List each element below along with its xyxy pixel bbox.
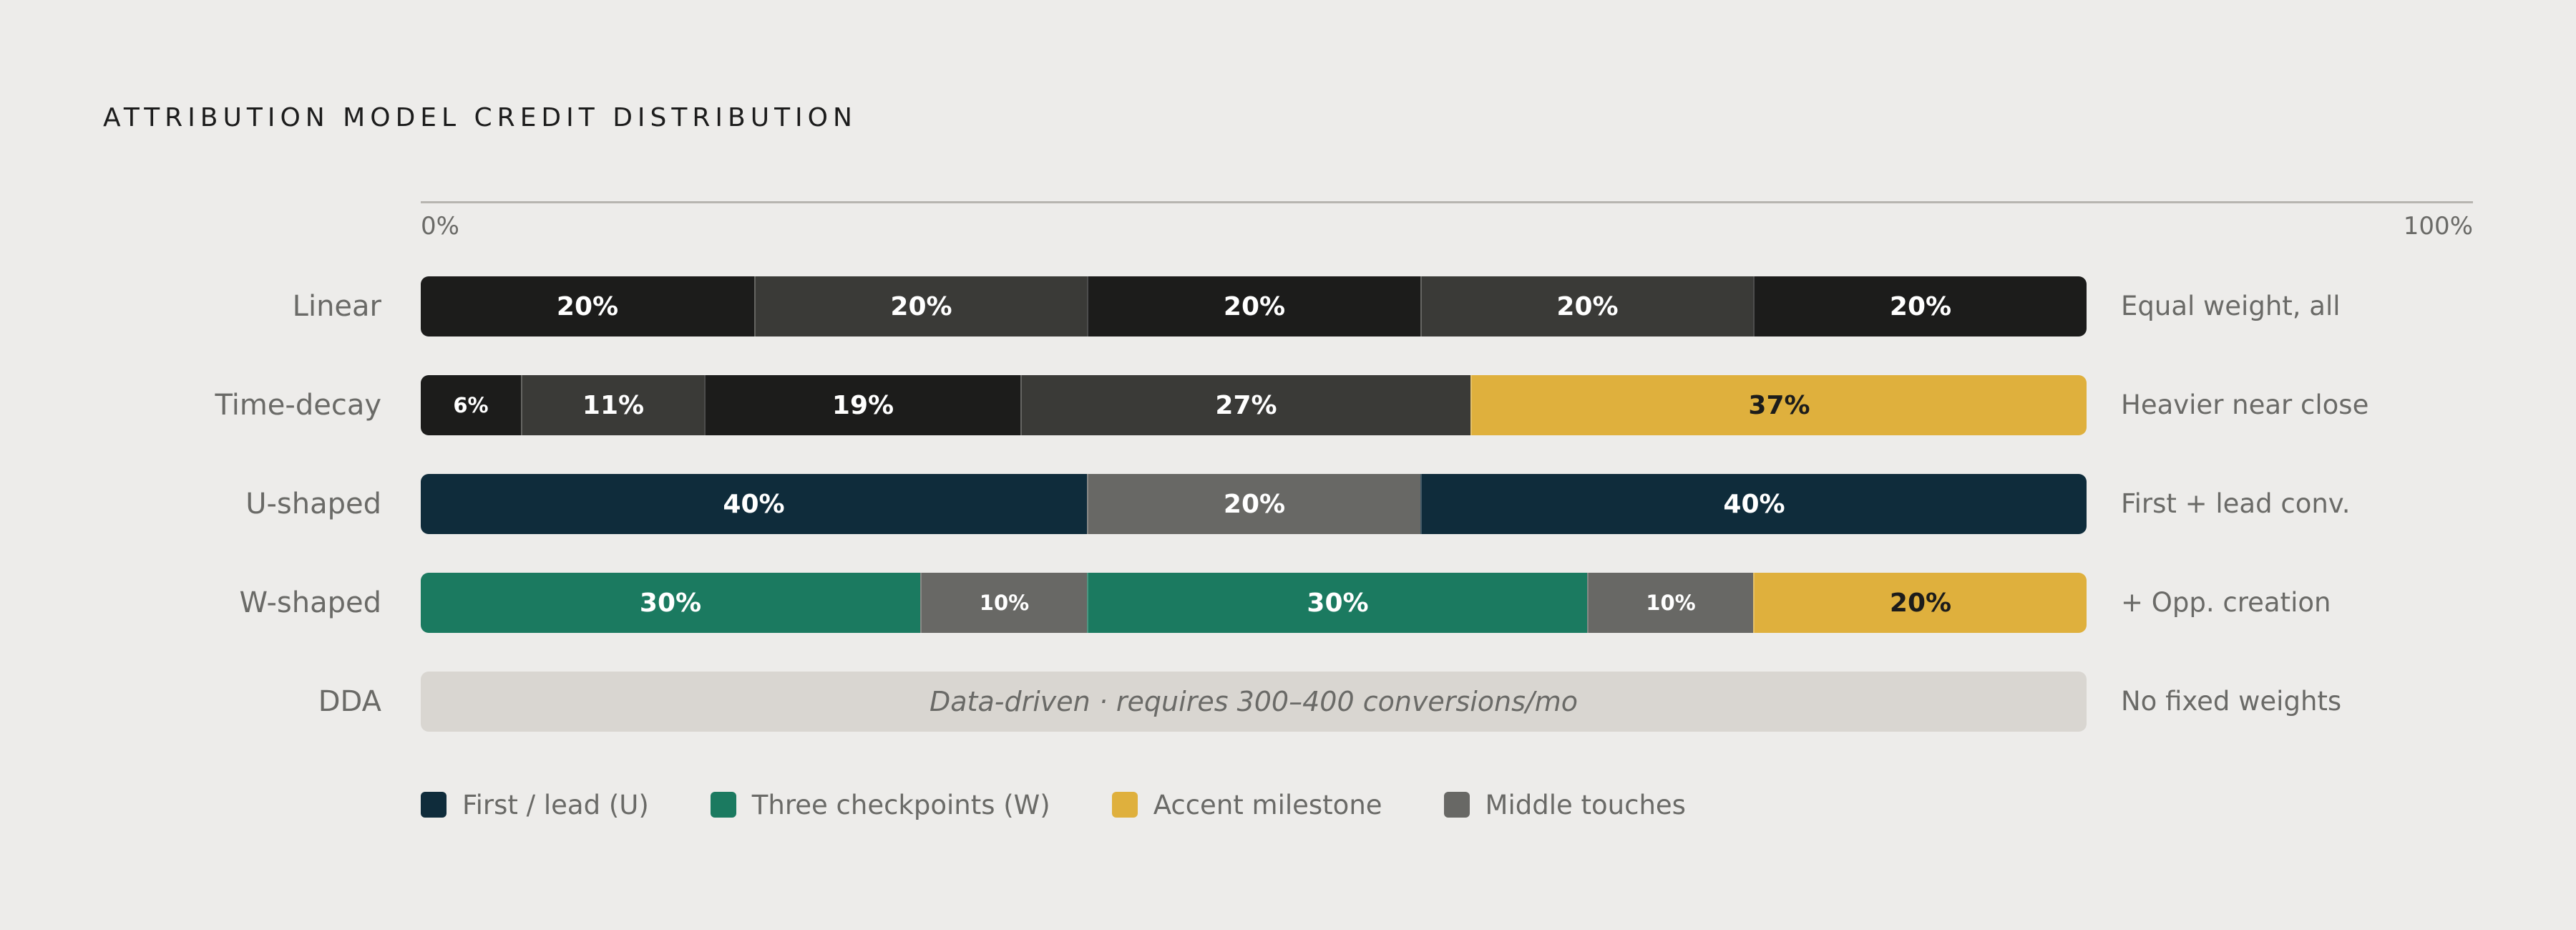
bar-segment: 40% [421,474,1087,534]
legend-label: Three checkpoints (W) [751,789,1050,820]
legend-item: Three checkpoints (W) [710,789,1050,820]
bar-segment: 20% [1087,276,1420,336]
legend-label: First / lead (U) [462,789,649,820]
axis-line [421,201,2473,203]
bar-segment: 10% [920,573,1087,633]
row-note-u-shaped: First + lead conv. [2121,488,2351,519]
bar-time-decay: 6% 11% 19% 27% 37% [421,375,2087,435]
bar-segment: 20% [1087,474,1420,534]
legend-label: Accent milestone [1153,789,1382,820]
row-label-linear: Linear [292,290,381,323]
bar-segment: 20% [754,276,1087,336]
row-label-w-shaped: W-shaped [239,586,381,619]
row-label-u-shaped: U-shaped [245,488,381,520]
legend-swatch [1111,792,1138,818]
legend-item: Middle touches [1443,789,1686,820]
bar-segment: 20% [421,276,754,336]
bar-linear: 20% 20% 20% 20% 20% [421,276,2087,336]
row-note-w-shaped: + Opp. creation [2121,587,2331,618]
bar-segment: 6% [421,375,521,435]
row-label-time-decay: Time-decay [215,389,382,422]
chart-title: ATTRIBUTION MODEL CREDIT DISTRIBUTION [103,103,857,132]
bar-segment: 30% [421,573,920,633]
bar-segment: 27% [1020,375,1470,435]
axis-max-label: 100% [2403,212,2473,241]
bar-segment: 11% [521,375,704,435]
row-label-dda: DDA [318,685,381,718]
bar-u-shaped: 40% 20% 40% [421,474,2087,534]
legend-swatch [421,792,447,818]
row-note-linear: Equal weight, all [2121,291,2341,321]
bar-placeholder-text: Data-driven · requires 300–400 conversio… [930,686,1578,717]
bar-segment: 30% [1087,573,1587,633]
bar-segment: 20% [1420,276,1753,336]
bar-segment: 37% [1470,375,2087,435]
bar-segment: 19% [704,375,1020,435]
legend-swatch [710,792,736,818]
legend-label: Middle touches [1485,789,1686,820]
legend-swatch [1443,792,1470,818]
bar-dda: Data-driven · requires 300–400 conversio… [421,672,2087,732]
bar-segment: 10% [1587,573,1753,633]
legend-item: Accent milestone [1111,789,1382,820]
legend: First / lead (U) Three checkpoints (W) Acc… [421,788,1747,822]
axis-min-label: 0% [421,212,459,241]
bar-segment: 20% [1753,276,2087,336]
legend-item: First / lead (U) [421,790,649,820]
row-note-dda: No fixed weights [2121,686,2342,717]
bar-segment: 20% [1753,573,2087,633]
row-note-time-decay: Heavier near close [2121,389,2369,420]
bar-w-shaped: 30% 10% 30% 10% 20% [421,573,2087,633]
bar-segment: 40% [1420,474,2087,534]
